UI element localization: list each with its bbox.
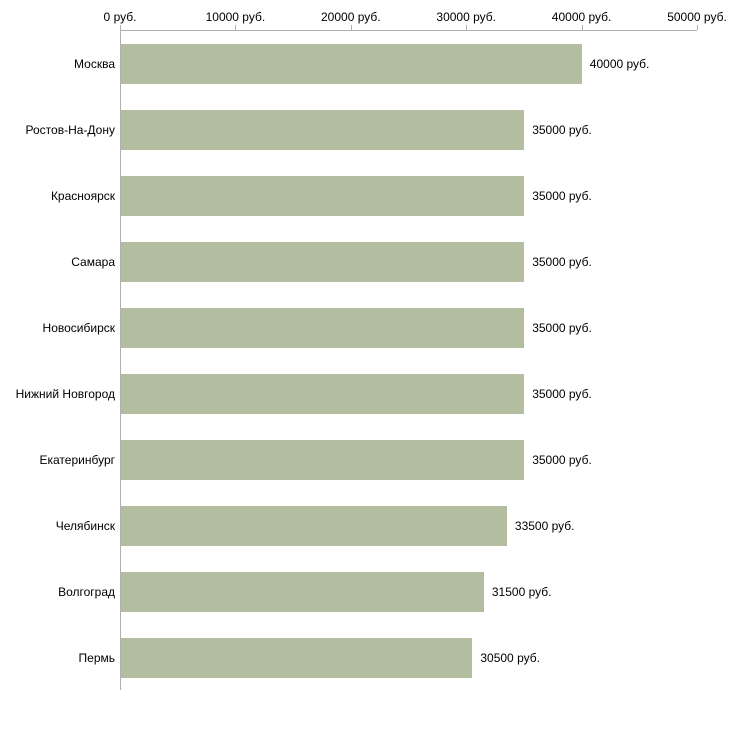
category-label: Новосибирск <box>42 321 115 335</box>
bar <box>121 506 507 546</box>
x-axis-tick-label: 30000 руб. <box>436 10 496 24</box>
plot-area: Москва 40000 руб. Ростов-На-Дону 35000 руб.… <box>16 30 697 691</box>
bar-row: Волгоград 31500 руб. <box>58 559 697 625</box>
x-axis-tick-label: 0 руб. <box>103 10 137 24</box>
category-label: Волгоград <box>58 585 115 599</box>
category-label: Пермь <box>78 651 115 665</box>
bar <box>121 638 473 678</box>
bar <box>121 176 525 216</box>
bar-row: Ростов-На-Дону 35000 руб. <box>26 97 697 163</box>
category-label: Екатеринбург <box>39 453 116 467</box>
category-label: Нижний Новгород <box>15 387 115 401</box>
x-axis-tick-mark <box>581 25 583 30</box>
category-label: Москва <box>74 57 115 71</box>
bar-row: Нижний Новгород 35000 руб. <box>16 361 697 427</box>
category-label: Самара <box>71 255 115 269</box>
value-label: 35000 руб. <box>532 189 592 203</box>
x-axis-tick-mark <box>350 25 352 30</box>
x-axis-tick-mark <box>697 25 698 30</box>
bar <box>121 374 525 414</box>
bar-row: Пермь 30500 руб. <box>79 625 697 691</box>
value-label: 35000 руб. <box>532 387 592 401</box>
category-label: Ростов-На-Дону <box>25 123 115 137</box>
bar-row: Екатеринбург 35000 руб. <box>40 427 697 493</box>
category-label: Челябинск <box>55 519 115 533</box>
x-axis-tick-label: 50000 руб. <box>667 10 727 24</box>
value-label: 33500 руб. <box>514 519 575 533</box>
value-label: 31500 руб. <box>491 585 552 599</box>
x-axis-tick-mark <box>235 25 237 30</box>
bar <box>121 572 484 612</box>
bar-row: Красноярск 35000 руб. <box>51 163 697 229</box>
x-axis-tick-mark <box>466 25 468 30</box>
x-axis-tick-label: 10000 руб. <box>205 10 266 24</box>
bar <box>121 308 525 348</box>
bar <box>121 242 525 282</box>
bar <box>121 440 525 480</box>
bar-row: Самара 35000 руб. <box>71 229 697 295</box>
x-axis-tick-mark <box>120 25 121 30</box>
value-label: 35000 руб. <box>532 255 592 269</box>
bar <box>121 110 525 150</box>
bar-row: Челябинск 33500 руб. <box>56 493 697 559</box>
x-axis-tick-label: 40000 руб. <box>551 10 612 24</box>
value-label: 35000 руб. <box>532 123 592 137</box>
value-label: 30500 руб. <box>480 651 540 665</box>
bar-row: Москва 40000 руб. <box>74 31 697 97</box>
value-label: 40000 руб. <box>589 57 650 71</box>
bar-row: Новосибирск 35000 руб. <box>43 295 697 361</box>
value-label: 35000 руб. <box>532 321 592 335</box>
value-label: 35000 руб. <box>532 453 592 467</box>
x-axis-tick-label: 20000 руб. <box>321 10 381 24</box>
category-label: Красноярск <box>50 189 115 203</box>
bar <box>121 44 582 84</box>
